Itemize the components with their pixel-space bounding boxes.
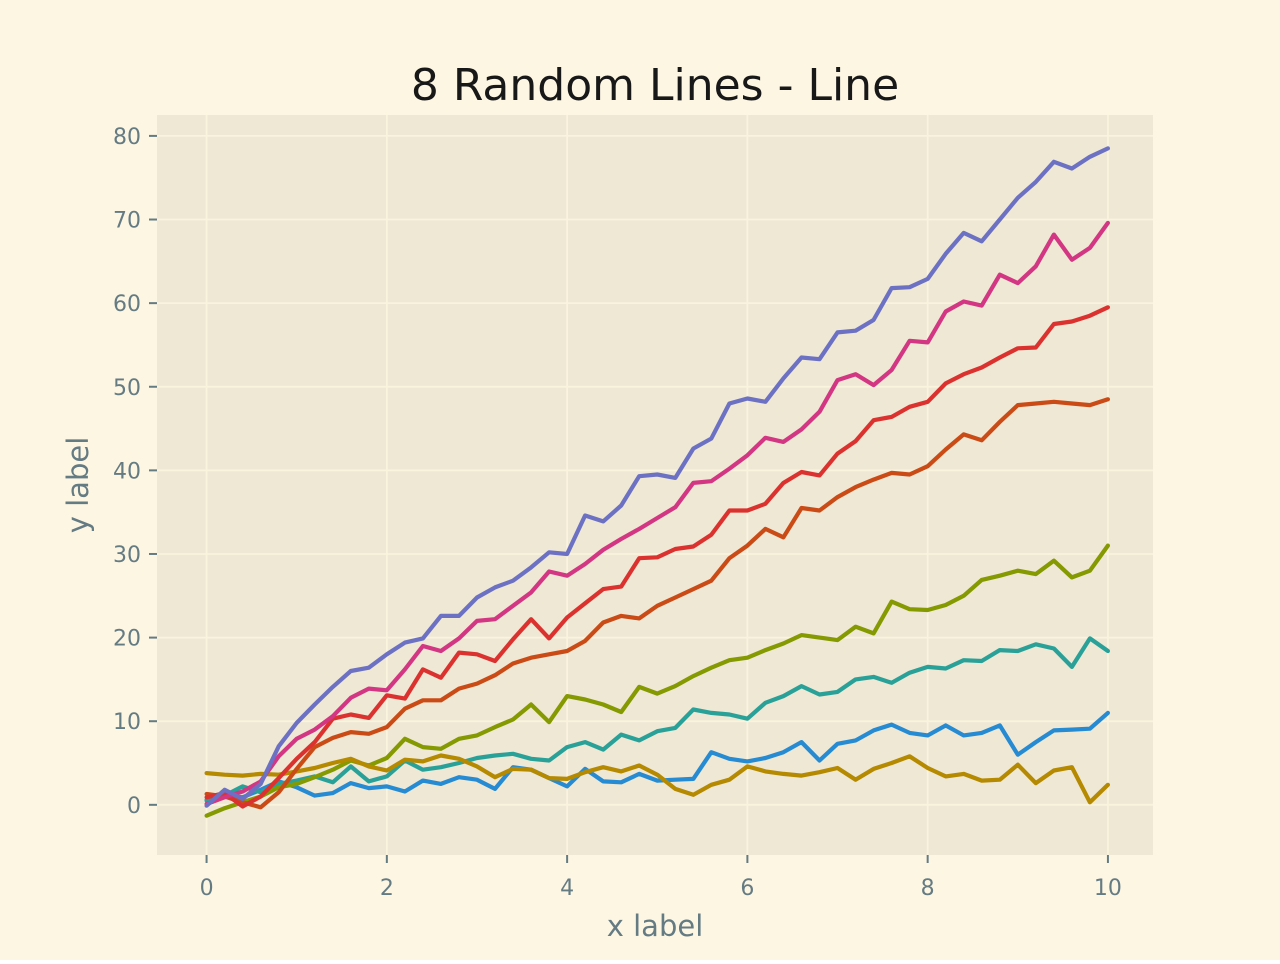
series-line-2-cyan: [204, 636, 1111, 802]
x-tick-label: 8: [921, 876, 935, 901]
y-tick-label: 80: [113, 125, 141, 150]
y-axis-label: y label: [61, 437, 95, 534]
x-tick-label: 6: [740, 876, 754, 901]
chart-title: 8 Random Lines - Line: [411, 60, 899, 111]
y-tick-label: 70: [113, 209, 141, 234]
y-tick-label: 0: [127, 794, 141, 819]
tick-labels: 0 2 4 6 8 10 0 10 20 30 40 50 60 70 80: [113, 125, 1122, 901]
series-line-4-yellow: [204, 753, 1111, 805]
series-line-8-violet: [204, 146, 1111, 808]
y-tick-label: 40: [113, 459, 141, 484]
y-tick-label: 30: [113, 543, 141, 568]
x-tick-label: 0: [200, 876, 214, 901]
x-tick-label: 2: [380, 876, 394, 901]
y-tick-label: 20: [113, 627, 141, 652]
data-series: [204, 146, 1111, 818]
x-tick-label: 4: [560, 876, 574, 901]
series-line-1-blue: [204, 710, 1111, 803]
y-tick-label: 50: [113, 376, 141, 401]
x-axis-label: x label: [607, 909, 704, 943]
series-line-6-red: [204, 305, 1111, 809]
plot-area: [157, 115, 1153, 855]
series-line-5-orange: [204, 397, 1111, 810]
y-tick-label: 60: [113, 292, 141, 317]
y-tick-label: 10: [113, 710, 141, 735]
series-line-7-magenta: [204, 220, 1111, 807]
x-tick-label: 10: [1094, 876, 1122, 901]
tick-marks: [149, 134, 1109, 863]
